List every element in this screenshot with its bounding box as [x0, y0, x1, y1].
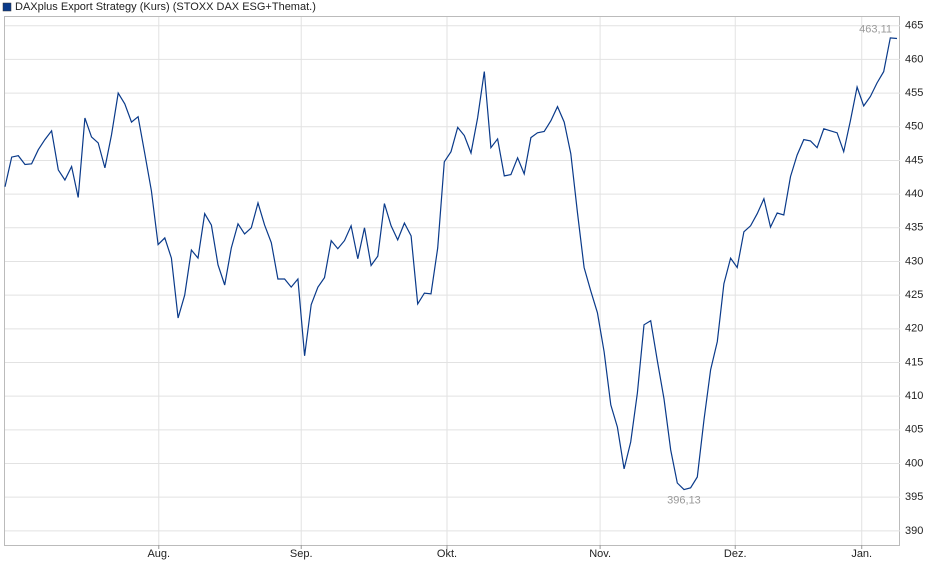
- x-tick-label: Dez.: [724, 548, 747, 560]
- y-tick-label: 420: [905, 323, 923, 335]
- legend-label: DAXplus Export Strategy (Kurs) (STOXX DA…: [15, 1, 316, 13]
- y-tick-label: 410: [905, 390, 923, 402]
- legend-swatch: [2, 2, 12, 12]
- y-tick-label: 415: [905, 356, 923, 368]
- y-tick-label: 455: [905, 87, 923, 99]
- y-tick-label: 395: [905, 491, 923, 503]
- y-tick-label: 440: [905, 188, 923, 200]
- plot-frame: [4, 16, 900, 546]
- x-tick-label: Okt.: [437, 548, 457, 560]
- value-label: 463,11: [859, 23, 892, 35]
- x-tick-label: Sep.: [290, 548, 313, 560]
- y-tick-label: 430: [905, 255, 923, 267]
- x-tick-label: Aug.: [147, 548, 170, 560]
- y-tick-label: 460: [905, 53, 923, 65]
- y-tick-label: 400: [905, 457, 923, 469]
- value-label: 396,13: [667, 494, 701, 506]
- x-tick-label: Jan.: [851, 548, 872, 560]
- y-tick-label: 450: [905, 121, 923, 133]
- y-tick-label: 465: [905, 20, 923, 32]
- y-tick-label: 425: [905, 289, 923, 301]
- y-tick-label: 390: [905, 525, 923, 537]
- x-tick-label: Nov.: [589, 548, 611, 560]
- y-tick-label: 445: [905, 154, 923, 166]
- y-tick-label: 405: [905, 424, 923, 436]
- price-line: [4, 37, 898, 491]
- y-tick-label: 435: [905, 222, 923, 234]
